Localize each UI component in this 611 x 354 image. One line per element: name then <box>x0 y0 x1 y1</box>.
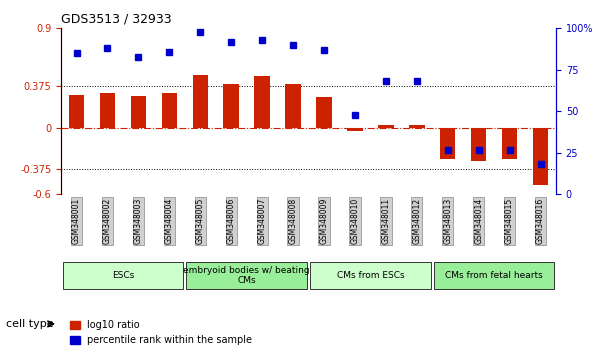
Text: CMs from ESCs: CMs from ESCs <box>337 271 404 280</box>
Text: GSM348007: GSM348007 <box>258 198 266 244</box>
Text: GSM348013: GSM348013 <box>443 198 452 244</box>
Text: GSM348008: GSM348008 <box>288 198 298 244</box>
Text: GSM348002: GSM348002 <box>103 198 112 244</box>
Text: GDS3513 / 32933: GDS3513 / 32933 <box>61 13 172 26</box>
Text: CMs from fetal hearts: CMs from fetal hearts <box>445 271 543 280</box>
Bar <box>409 125 425 128</box>
Text: GSM348010: GSM348010 <box>351 198 359 244</box>
Bar <box>100 92 115 128</box>
Bar <box>285 84 301 128</box>
Bar <box>224 84 239 128</box>
Legend: log10 ratio, percentile rank within the sample: log10 ratio, percentile rank within the … <box>66 316 256 349</box>
Text: cell type: cell type <box>6 319 54 329</box>
Text: GSM348001: GSM348001 <box>72 198 81 244</box>
Bar <box>502 128 518 159</box>
Bar <box>192 75 208 128</box>
Text: GSM348011: GSM348011 <box>381 198 390 244</box>
Text: GSM348016: GSM348016 <box>536 198 545 244</box>
Text: GSM348012: GSM348012 <box>412 198 422 244</box>
Text: GSM348004: GSM348004 <box>165 198 174 244</box>
Bar <box>471 128 486 161</box>
FancyBboxPatch shape <box>186 262 307 289</box>
Text: ESCs: ESCs <box>112 271 134 280</box>
Bar <box>533 128 548 185</box>
Bar <box>162 92 177 128</box>
Bar <box>378 125 393 128</box>
Bar <box>440 128 455 159</box>
Text: GSM348003: GSM348003 <box>134 198 143 244</box>
Text: GSM348014: GSM348014 <box>474 198 483 244</box>
Bar <box>254 76 270 128</box>
Bar <box>131 96 146 128</box>
Text: GSM348009: GSM348009 <box>320 198 329 244</box>
FancyBboxPatch shape <box>310 262 431 289</box>
Text: embryoid bodies w/ beating
CMs: embryoid bodies w/ beating CMs <box>183 266 310 285</box>
Text: GSM348015: GSM348015 <box>505 198 514 244</box>
Text: GSM348006: GSM348006 <box>227 198 236 244</box>
Bar <box>316 97 332 128</box>
Bar <box>69 95 84 128</box>
Text: GSM348005: GSM348005 <box>196 198 205 244</box>
Bar <box>347 128 363 131</box>
FancyBboxPatch shape <box>434 262 554 289</box>
FancyBboxPatch shape <box>63 262 183 289</box>
